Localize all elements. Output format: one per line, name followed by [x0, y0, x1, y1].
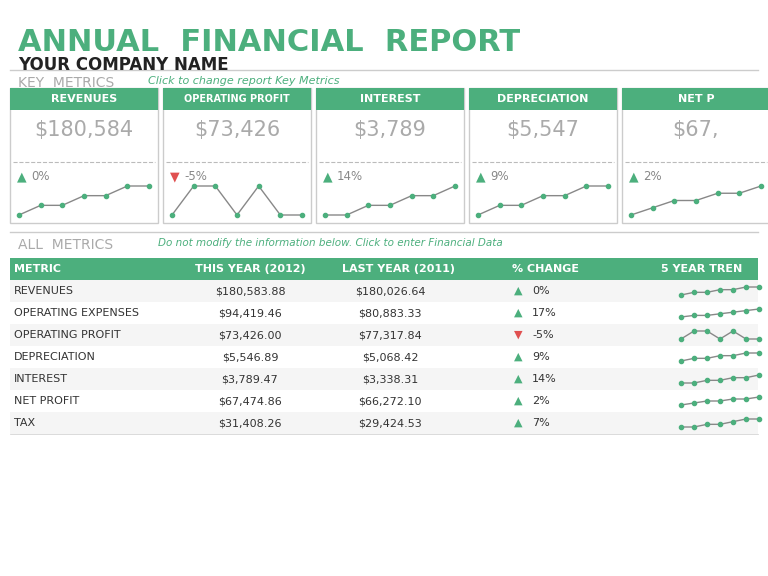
- FancyBboxPatch shape: [10, 258, 758, 280]
- FancyBboxPatch shape: [316, 88, 464, 110]
- Text: % CHANGE: % CHANGE: [511, 264, 578, 274]
- Text: $94,419.46: $94,419.46: [218, 308, 282, 318]
- Text: $180,026.64: $180,026.64: [355, 286, 425, 296]
- FancyBboxPatch shape: [10, 412, 758, 434]
- Text: $29,424.53: $29,424.53: [358, 418, 422, 428]
- FancyBboxPatch shape: [10, 368, 758, 390]
- Text: INTEREST: INTEREST: [359, 94, 420, 104]
- Text: ▼: ▼: [170, 170, 180, 183]
- Text: NET PROFIT: NET PROFIT: [14, 396, 79, 406]
- FancyBboxPatch shape: [10, 390, 758, 412]
- Text: ▲: ▲: [629, 170, 639, 183]
- FancyBboxPatch shape: [469, 88, 617, 223]
- Text: TAX: TAX: [14, 418, 35, 428]
- Text: DEPRECIATION: DEPRECIATION: [14, 352, 96, 362]
- Text: $5,547: $5,547: [507, 120, 579, 140]
- Text: 0%: 0%: [532, 286, 550, 296]
- Text: 9%: 9%: [490, 170, 508, 183]
- Text: 2%: 2%: [532, 396, 550, 406]
- Text: REVENUES: REVENUES: [14, 286, 74, 296]
- Text: $180,584: $180,584: [35, 120, 134, 140]
- Text: $80,883.33: $80,883.33: [358, 308, 422, 318]
- Text: $180,583.88: $180,583.88: [215, 286, 286, 296]
- Text: ▲: ▲: [476, 170, 485, 183]
- Text: DEPRECIATION: DEPRECIATION: [498, 94, 589, 104]
- FancyBboxPatch shape: [10, 346, 758, 368]
- Text: REVENUES: REVENUES: [51, 94, 118, 104]
- Text: METRIC: METRIC: [14, 264, 61, 274]
- FancyBboxPatch shape: [469, 88, 617, 110]
- FancyBboxPatch shape: [10, 280, 758, 302]
- Text: $77,317.84: $77,317.84: [358, 330, 422, 340]
- FancyBboxPatch shape: [163, 88, 311, 223]
- Text: $3,789: $3,789: [353, 120, 426, 140]
- Text: OPERATING PROFIT: OPERATING PROFIT: [14, 330, 121, 340]
- Text: $66,272.10: $66,272.10: [358, 396, 422, 406]
- Text: ▲: ▲: [514, 286, 522, 296]
- FancyBboxPatch shape: [622, 88, 768, 110]
- Text: OPERATING PROFIT: OPERATING PROFIT: [184, 94, 290, 104]
- Text: INTEREST: INTEREST: [14, 374, 68, 384]
- Text: YOUR COMPANY NAME: YOUR COMPANY NAME: [18, 56, 229, 74]
- Text: ▲: ▲: [514, 396, 522, 406]
- Text: -5%: -5%: [532, 330, 554, 340]
- FancyBboxPatch shape: [163, 88, 311, 110]
- Text: 14%: 14%: [532, 374, 557, 384]
- Text: 7%: 7%: [532, 418, 550, 428]
- Text: $67,: $67,: [673, 120, 720, 140]
- Text: ▼: ▼: [514, 330, 522, 340]
- FancyBboxPatch shape: [10, 302, 758, 324]
- Text: $3,338.31: $3,338.31: [362, 374, 418, 384]
- Text: ALL  METRICS: ALL METRICS: [18, 238, 113, 252]
- Text: $31,408.26: $31,408.26: [218, 418, 282, 428]
- Text: 17%: 17%: [532, 308, 557, 318]
- Text: NET P: NET P: [677, 94, 714, 104]
- Text: ▲: ▲: [514, 374, 522, 384]
- Text: -5%: -5%: [184, 170, 207, 183]
- Text: ▲: ▲: [17, 170, 27, 183]
- Text: Do not modify the information below. Click to enter Financial Data: Do not modify the information below. Cli…: [158, 238, 503, 248]
- Text: ▲: ▲: [514, 352, 522, 362]
- Text: $3,789.47: $3,789.47: [222, 374, 278, 384]
- Text: $5,068.42: $5,068.42: [362, 352, 419, 362]
- FancyBboxPatch shape: [622, 88, 768, 223]
- FancyBboxPatch shape: [10, 88, 158, 110]
- Text: $67,474.86: $67,474.86: [218, 396, 282, 406]
- Text: 14%: 14%: [337, 170, 363, 183]
- Text: $73,426: $73,426: [194, 120, 280, 140]
- Text: ▲: ▲: [514, 308, 522, 318]
- FancyBboxPatch shape: [10, 88, 158, 223]
- Text: $73,426.00: $73,426.00: [218, 330, 282, 340]
- Text: LAST YEAR (2011): LAST YEAR (2011): [342, 264, 455, 274]
- Text: ANNUAL  FINANCIAL  REPORT: ANNUAL FINANCIAL REPORT: [18, 28, 520, 57]
- Text: THIS YEAR (2012): THIS YEAR (2012): [194, 264, 306, 274]
- Text: Click to change report Key Metrics: Click to change report Key Metrics: [148, 76, 339, 86]
- FancyBboxPatch shape: [316, 88, 464, 223]
- Text: 9%: 9%: [532, 352, 550, 362]
- Text: 2%: 2%: [643, 170, 661, 183]
- Text: $5,546.89: $5,546.89: [222, 352, 278, 362]
- Text: ▲: ▲: [323, 170, 333, 183]
- Text: 0%: 0%: [31, 170, 49, 183]
- FancyBboxPatch shape: [10, 324, 758, 346]
- Text: ▲: ▲: [514, 418, 522, 428]
- Text: 5 YEAR TREN: 5 YEAR TREN: [661, 264, 743, 274]
- Text: OPERATING EXPENSES: OPERATING EXPENSES: [14, 308, 139, 318]
- Text: KEY  METRICS: KEY METRICS: [18, 76, 114, 90]
